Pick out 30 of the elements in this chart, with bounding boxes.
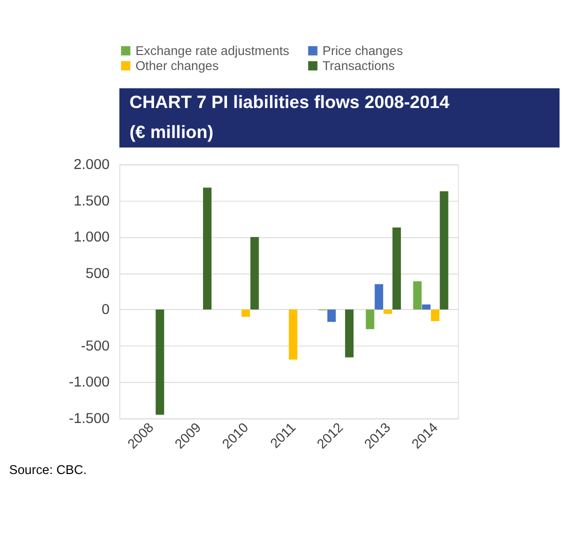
bar bbox=[384, 310, 392, 314]
y-tick-label: 1.000 bbox=[74, 230, 110, 246]
legend-label: Price changes bbox=[322, 44, 403, 58]
legend-label: Transactions bbox=[322, 59, 395, 74]
y-tick-label: 2.000 bbox=[74, 157, 110, 174]
bar bbox=[374, 284, 384, 310]
y-tick-label: -500 bbox=[80, 338, 110, 354]
bar bbox=[440, 191, 448, 310]
bar bbox=[242, 310, 250, 317]
text: CHART 7 PI liabilities flows 2008-2014 bbox=[130, 92, 450, 112]
source-note: Source: CBC. bbox=[9, 462, 87, 477]
bar bbox=[366, 310, 374, 330]
bar bbox=[327, 310, 336, 322]
bar bbox=[345, 310, 354, 358]
y-tick-label: 500 bbox=[86, 266, 110, 282]
legend-label: Other changes bbox=[135, 59, 219, 74]
bar bbox=[203, 188, 212, 310]
bar bbox=[392, 228, 401, 310]
y-tick-label: 1.500 bbox=[74, 193, 110, 210]
bar bbox=[288, 310, 298, 360]
y-tick-label: -1.000 bbox=[68, 374, 110, 391]
legend-label: Exchange rate adjustments bbox=[135, 44, 290, 58]
bar bbox=[430, 310, 440, 322]
bar bbox=[422, 304, 431, 310]
bar bbox=[413, 281, 422, 310]
bar bbox=[156, 310, 164, 415]
y-tick-label: -1.500 bbox=[68, 411, 110, 428]
text: (€ million) bbox=[130, 122, 214, 142]
y-tick-label: 0 bbox=[102, 302, 110, 318]
bar bbox=[250, 236, 259, 310]
